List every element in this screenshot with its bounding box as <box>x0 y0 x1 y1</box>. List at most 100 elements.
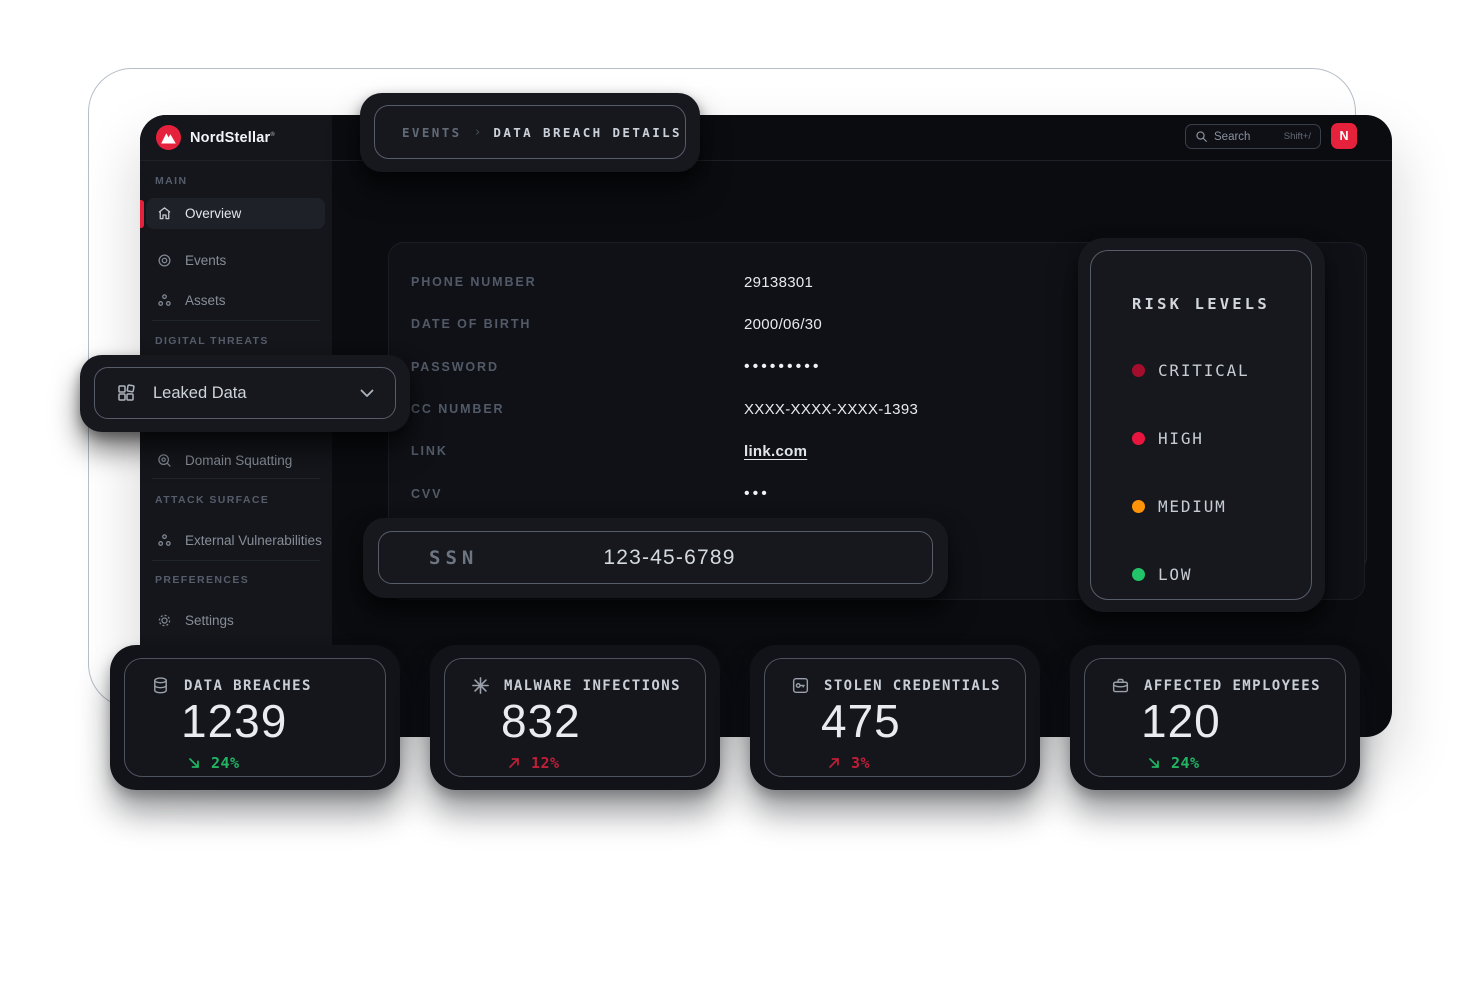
risk-level-label: CRITICAL <box>1158 361 1250 380</box>
stat-card: AFFECTED EMPLOYEES 120 24% <box>1084 658 1346 777</box>
sidebar-item-label: Domain Squatting <box>185 453 293 468</box>
divider <box>152 478 320 479</box>
stat-change-value: 24% <box>211 754 240 772</box>
detail-value-masked: ••• <box>744 484 770 502</box>
domain-search-icon <box>158 454 171 467</box>
section-label-main: MAIN <box>155 175 188 187</box>
grid-icon <box>118 384 135 401</box>
risk-levels-title: RISK LEVELS <box>1132 295 1270 313</box>
divider <box>152 320 320 321</box>
stat-card-malware-infections: MALWARE INFECTIONS 832 12% <box>430 645 720 790</box>
ssn-field[interactable]: SSN 123-45-6789 <box>378 531 933 584</box>
leaked-data-popout: Leaked Data <box>80 355 410 432</box>
search-input[interactable]: Search Shift+/ <box>1185 124 1321 149</box>
trend-up-icon <box>509 758 519 768</box>
section-label-digital-threats: DIGITAL THREATS <box>155 335 269 347</box>
risk-levels-panel: RISK LEVELS CRITICAL HIGH MEDIUM LOW <box>1090 250 1312 600</box>
sidebar-item-leaked-data[interactable]: Leaked Data <box>94 367 396 419</box>
detail-row-cc-number: CC NUMBER XXXX-XXXX-XXXX-1393 <box>389 388 1364 430</box>
sidebar-item-label: External Vulnerabilities <box>185 533 322 548</box>
detail-label: CC NUMBER <box>411 402 505 417</box>
stat-label: AFFECTED EMPLOYEES <box>1144 677 1321 694</box>
breadcrumb: EVENTS › DATA BREACH DETAILS <box>374 105 686 159</box>
detail-value: XXXX-XXXX-XXXX-1393 <box>744 400 919 418</box>
malware-icon <box>472 677 489 694</box>
detail-value: 2000/06/30 <box>744 315 823 333</box>
section-label-attack-surface: ATTACK SURFACE <box>155 494 270 506</box>
stat-change: 24% <box>1147 754 1200 772</box>
nordstellar-logo-icon <box>156 125 181 150</box>
stat-card: MALWARE INFECTIONS 832 12% <box>444 658 706 777</box>
chevron-down-icon[interactable] <box>360 389 374 398</box>
detail-row-cvv: CVV ••• <box>389 472 1364 514</box>
header-divider <box>140 160 1392 161</box>
brand-name: NordStellar® <box>190 129 275 146</box>
stat-change-value: 12% <box>531 754 560 772</box>
search-placeholder: Search <box>1214 130 1251 143</box>
stat-card-affected-employees: AFFECTED EMPLOYEES 120 24% <box>1070 645 1360 790</box>
search-icon <box>1196 131 1207 142</box>
sidebar-item-assets[interactable]: Assets <box>146 285 325 316</box>
nodes-icon <box>158 294 171 306</box>
section-label-preferences: PREFERENCES <box>155 574 250 586</box>
stat-value: 1239 <box>181 695 288 747</box>
detail-value: 29138301 <box>744 273 814 291</box>
trend-up-icon <box>829 758 839 768</box>
detail-label: CVV <box>411 486 443 501</box>
low-dot-icon <box>1132 568 1145 581</box>
ssn-popout: SSN 123-45-6789 <box>363 518 948 598</box>
breadcrumb-current: DATA BREACH DETAILS <box>493 124 682 140</box>
risk-levels-popout: RISK LEVELS CRITICAL HIGH MEDIUM LOW <box>1078 238 1325 612</box>
detail-label: LINK <box>411 444 448 459</box>
database-icon <box>154 677 167 694</box>
trademark: ® <box>270 131 275 138</box>
sidebar-item-external-vulnerabilities[interactable]: External Vulnerabilities <box>146 525 325 556</box>
detail-value-masked: ••••••••• <box>744 357 822 375</box>
nodes-icon <box>158 534 171 546</box>
sidebar-item-overview[interactable]: Overview <box>146 198 325 229</box>
stat-card-data-breaches: DATA BREACHES 1239 24% <box>110 645 400 790</box>
stat-change: 24% <box>187 754 240 772</box>
detail-row-date-of-birth: DATE OF BIRTH 2000/06/30 <box>389 303 1364 345</box>
target-icon <box>158 254 171 267</box>
search-shortcut: Shift+/ <box>1283 131 1311 142</box>
stat-card: STOLEN CREDENTIALS 475 3% <box>764 658 1026 777</box>
stat-label: MALWARE INFECTIONS <box>504 677 681 694</box>
ssn-label: SSN <box>429 546 479 569</box>
risk-level-label: MEDIUM <box>1158 497 1227 516</box>
stat-change-value: 3% <box>851 754 871 772</box>
sidebar-item-domain-squatting[interactable]: Domain Squatting <box>146 445 325 476</box>
detail-label: PASSWORD <box>411 359 499 374</box>
stat-change-value: 24% <box>1171 754 1200 772</box>
sidebar-item-label: Assets <box>185 293 226 308</box>
risk-level-label: LOW <box>1158 565 1193 584</box>
home-icon <box>158 207 171 220</box>
sidebar-item-events[interactable]: Events <box>146 245 325 276</box>
detail-row-phone-number: PHONE NUMBER 29138301 <box>389 261 1364 303</box>
detail-value-link[interactable]: link.com <box>744 442 808 460</box>
sidebar-item-label: Leaked Data <box>153 383 247 402</box>
risk-level-label: HIGH <box>1158 429 1204 448</box>
brand-logo[interactable]: NordStellar® <box>156 125 275 150</box>
active-indicator <box>140 200 144 228</box>
avatar[interactable]: N <box>1331 123 1357 149</box>
trend-down-icon <box>189 758 199 768</box>
trend-down-icon <box>1149 758 1159 768</box>
detail-label: DATE OF BIRTH <box>411 317 532 332</box>
sidebar-item-label: Events <box>185 253 227 268</box>
sidebar-item-settings[interactable]: Settings <box>146 605 325 636</box>
risk-level-medium: MEDIUM <box>1132 497 1227 516</box>
detail-label: PHONE NUMBER <box>411 275 537 290</box>
high-dot-icon <box>1132 432 1145 445</box>
stat-card-stolen-credentials: STOLEN CREDENTIALS 475 3% <box>750 645 1040 790</box>
ssn-value: 123-45-6789 <box>603 545 736 569</box>
risk-level-high: HIGH <box>1132 429 1204 448</box>
stat-value: 475 <box>821 695 901 747</box>
risk-level-low: LOW <box>1132 565 1192 584</box>
risk-level-critical: CRITICAL <box>1132 361 1249 380</box>
stat-label: STOLEN CREDENTIALS <box>824 677 1001 694</box>
detail-row-password: PASSWORD ••••••••• <box>389 346 1364 388</box>
stolen-key-icon <box>792 677 809 694</box>
stat-change: 3% <box>827 754 870 772</box>
breadcrumb-parent[interactable]: EVENTS <box>402 124 462 140</box>
